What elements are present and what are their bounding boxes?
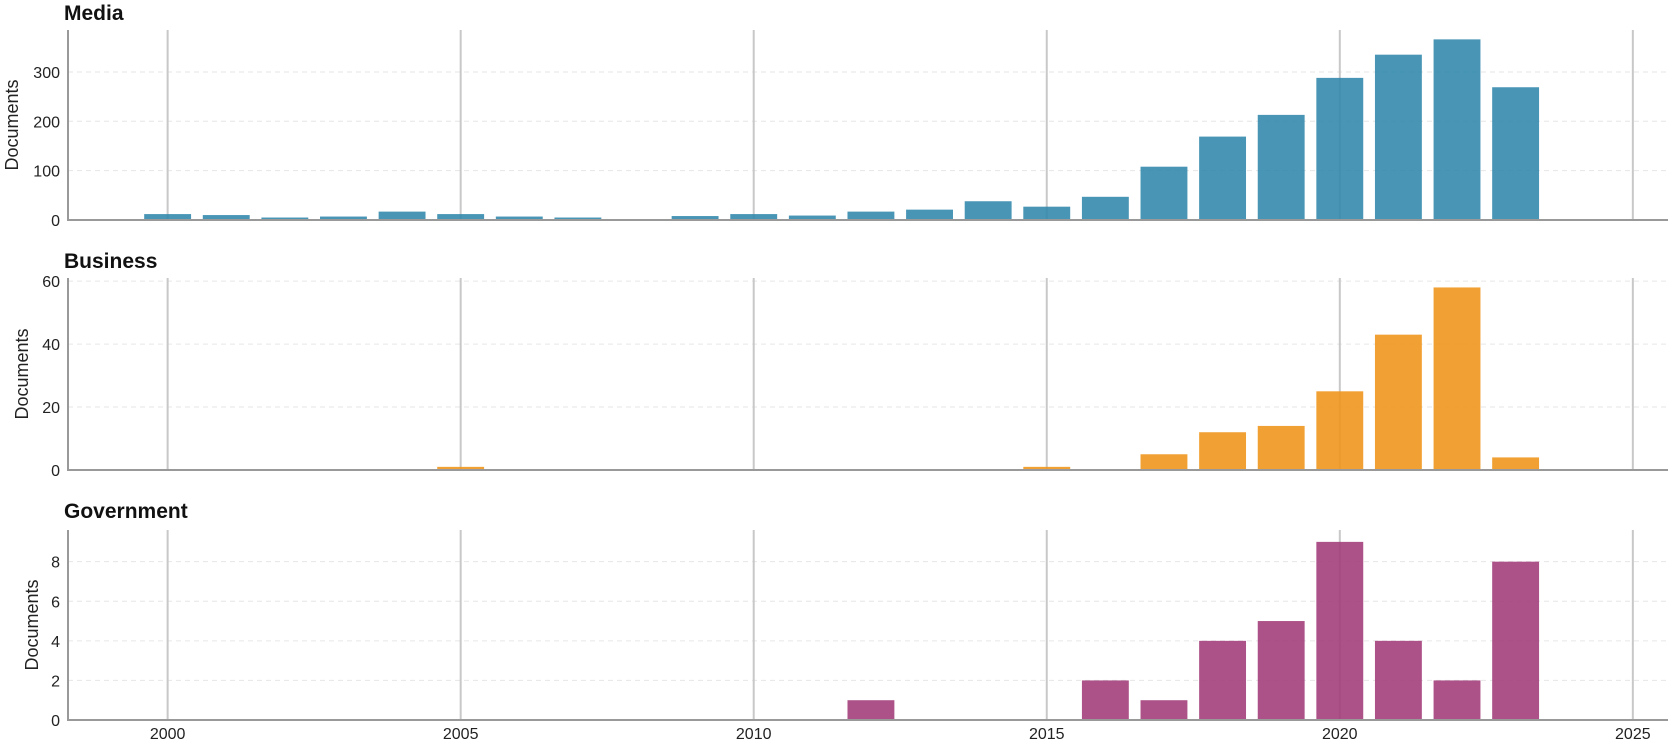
axis-spine (67, 30, 1668, 221)
bar-2019 (1257, 621, 1305, 720)
y-tick-label: 200 (33, 114, 60, 131)
bar-2023 (1492, 561, 1540, 720)
bar-2002 (261, 217, 309, 220)
bar-2023 (1492, 87, 1540, 220)
bar-2016 (1081, 196, 1129, 220)
bar-2016 (1081, 680, 1129, 720)
x-tick-label: 2015 (1029, 726, 1065, 743)
y-tick-label: 0 (51, 463, 60, 480)
y-axis-label: Documents (2, 79, 22, 170)
bar-2021 (1374, 54, 1422, 220)
panel-title: Business (64, 250, 157, 273)
bar-2018 (1199, 136, 1247, 220)
bar-2018 (1199, 640, 1247, 720)
bar-2015 (1023, 466, 1071, 470)
bar-2022 (1433, 287, 1481, 470)
y-tick-label: 60 (42, 274, 60, 291)
y-tick-label: 8 (51, 555, 60, 572)
x-tick-label: 2025 (1615, 726, 1651, 743)
bar-2019 (1257, 114, 1305, 220)
bar-2014 (964, 201, 1012, 220)
bar-2009 (671, 216, 719, 220)
panel-government: 0 2 4 6 8 2000 2005 2010 2015 2020 2025 Government D… (22, 500, 1668, 743)
y-tick-label: 40 (42, 337, 60, 354)
bar-2004 (378, 211, 426, 220)
y-tick-label: 100 (33, 164, 60, 181)
x-tick-label: 2000 (150, 726, 186, 743)
y-tick-label: 2 (51, 673, 60, 690)
bar-2023 (1492, 457, 1540, 470)
x-tick-label: 2005 (443, 726, 479, 743)
y-tick-label: 20 (42, 400, 60, 417)
bar-2020 (1316, 391, 1364, 470)
bar-2005 (437, 466, 485, 470)
bar-2020 (1316, 77, 1364, 220)
bar-2021 (1374, 640, 1422, 720)
bar-2003 (320, 216, 367, 220)
bar-2015 (1023, 206, 1071, 220)
y-axis-label: Documents (22, 579, 42, 670)
bar-2018 (1199, 432, 1247, 470)
bar-2022 (1433, 39, 1481, 221)
bar-2021 (1374, 334, 1422, 470)
bar-2022 (1433, 680, 1481, 720)
bar-2006 (495, 216, 543, 220)
bar-2020 (1316, 541, 1364, 720)
y-tick-label: 0 (51, 213, 60, 230)
bar-2005 (437, 214, 485, 220)
bar-2019 (1257, 425, 1305, 470)
axis-spine (67, 530, 1668, 721)
y-tick-label: 0 (51, 713, 60, 730)
bar-2010 (730, 214, 778, 220)
y-tick-label: 300 (33, 65, 60, 82)
axis-spine (67, 278, 1668, 471)
y-tick-label: 6 (51, 594, 60, 611)
x-tick-label: 2010 (736, 726, 772, 743)
panel-media: 0 100 200 300 Media Documents (2, 2, 1668, 230)
bar-2017 (1140, 454, 1188, 470)
bar-2012 (847, 211, 895, 220)
panel-title: Government (64, 500, 188, 523)
bar-2000 (144, 214, 192, 220)
x-tick-label: 2020 (1322, 726, 1358, 743)
y-tick-label: 4 (51, 634, 60, 651)
bar-2007 (554, 217, 602, 220)
y-axis-label: Documents (12, 328, 32, 419)
bar-2001 (202, 215, 250, 220)
bar-2012 (847, 700, 895, 720)
bar-2017 (1140, 700, 1188, 720)
bar-2013 (906, 209, 953, 220)
bar-2017 (1140, 166, 1188, 220)
bar-2011 (788, 215, 836, 220)
panel-title: Media (64, 2, 124, 25)
